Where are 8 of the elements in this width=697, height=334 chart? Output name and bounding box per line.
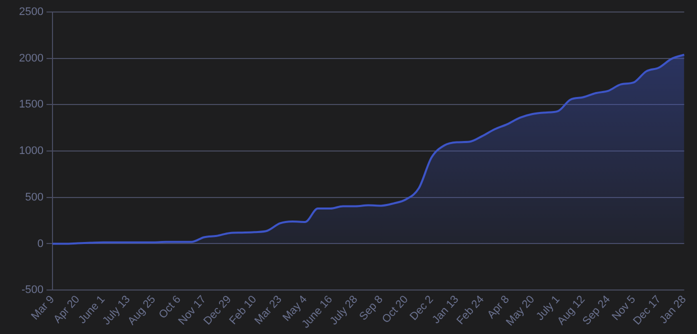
- y-tick-label: 1000: [18, 145, 44, 158]
- y-tick-label: 0: [37, 238, 44, 250]
- y-tick-label: -500: [21, 284, 44, 296]
- y-tick-label: 1500: [18, 98, 44, 111]
- x-tick-label: Jan 28: [658, 294, 689, 326]
- y-tick-label: 2500: [18, 6, 44, 18]
- y-tick-label: 500: [25, 191, 44, 204]
- y-tick-label: 2000: [18, 52, 44, 64]
